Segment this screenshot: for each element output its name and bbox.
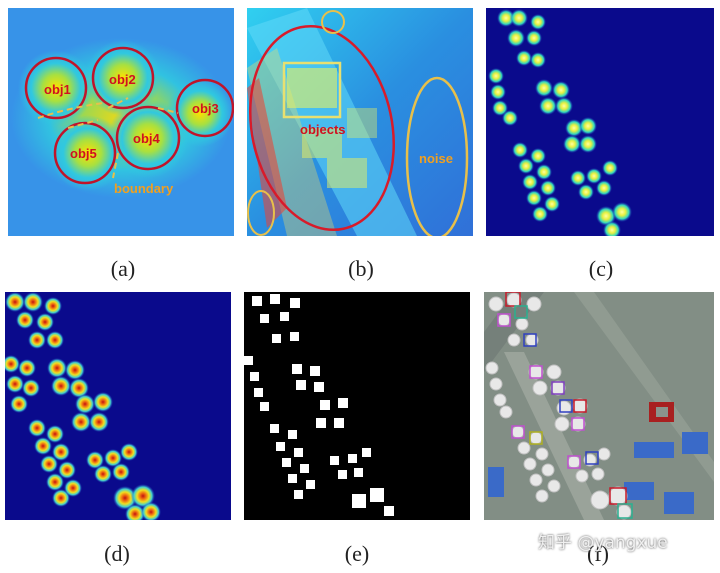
noise-label: noise	[419, 151, 453, 166]
objects-box	[282, 61, 342, 119]
boundary-label: boundary	[114, 181, 174, 196]
heatmap-b: objects noise	[247, 8, 473, 236]
panel-f	[484, 292, 714, 520]
caption-f: (f)	[587, 541, 609, 566]
noise-ellipse	[405, 76, 469, 236]
obj1-label: obj1	[44, 82, 71, 97]
obj3-circle	[175, 78, 234, 138]
objects-label: objects	[300, 122, 346, 137]
obj3-label: obj3	[192, 101, 219, 116]
caption-b: (b)	[348, 256, 374, 281]
caption-d: (d)	[104, 541, 130, 566]
obj2-label: obj2	[109, 72, 136, 87]
objects-ellipse	[249, 24, 395, 232]
obj1-circle	[24, 56, 88, 120]
left-ellipse	[247, 190, 275, 236]
heatmap-a: obj1 obj2 obj3 obj4 obj5 boundary	[8, 8, 234, 236]
satellite-image-f	[484, 292, 714, 520]
watermark: 知乎 @yangxue	[538, 533, 668, 553]
panel-a: obj1 obj2 obj3 obj4 obj5 boundary	[8, 8, 234, 236]
panel-d	[5, 292, 231, 520]
caption-c: (c)	[588, 256, 614, 281]
obj2-circle	[91, 46, 155, 110]
caption-a: (a)	[110, 256, 136, 281]
panel-c	[486, 8, 714, 236]
boundary-dashes	[37, 97, 179, 179]
obj5-label: obj5	[70, 146, 97, 161]
obj4-label: obj4	[133, 131, 160, 146]
obj5-circle	[53, 121, 117, 185]
panel-b: objects noise	[247, 8, 473, 236]
panel-e	[244, 292, 470, 520]
heatmap-c	[486, 8, 714, 236]
binary-mask-e	[244, 292, 470, 520]
caption-e: (e)	[344, 541, 370, 566]
obj4-circle	[115, 105, 181, 171]
top-ellipse	[321, 10, 345, 34]
heatmap-d	[5, 292, 231, 520]
